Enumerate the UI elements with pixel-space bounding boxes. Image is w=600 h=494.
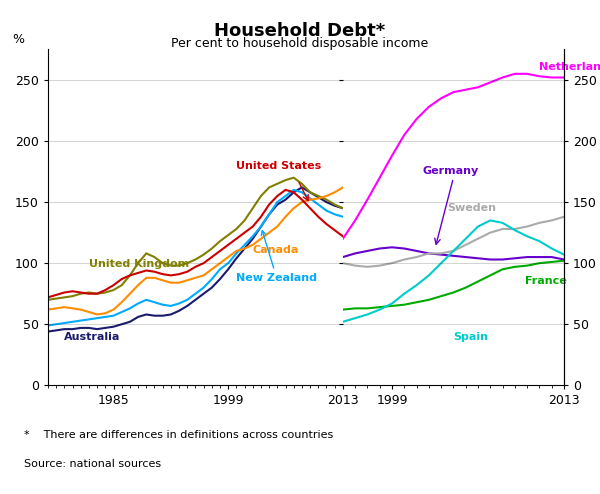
Text: Australia: Australia <box>64 332 121 342</box>
Text: Netherlands: Netherlands <box>539 62 600 72</box>
Text: %: % <box>13 33 25 46</box>
Text: *    There are differences in definitions across countries: * There are differences in definitions a… <box>24 430 333 440</box>
Text: France: France <box>524 276 566 286</box>
Text: Germany: Germany <box>423 166 479 176</box>
Text: United States: United States <box>236 161 322 171</box>
Text: Household Debt*: Household Debt* <box>214 22 386 40</box>
Text: United Kingdom: United Kingdom <box>89 259 189 269</box>
Text: Spain: Spain <box>454 332 488 342</box>
Text: New Zealand: New Zealand <box>236 231 317 284</box>
Text: Sweden: Sweden <box>447 203 496 212</box>
Text: Canada: Canada <box>253 246 299 255</box>
Text: Per cent to household disposable income: Per cent to household disposable income <box>172 37 428 50</box>
Text: Source: national sources: Source: national sources <box>24 459 161 469</box>
